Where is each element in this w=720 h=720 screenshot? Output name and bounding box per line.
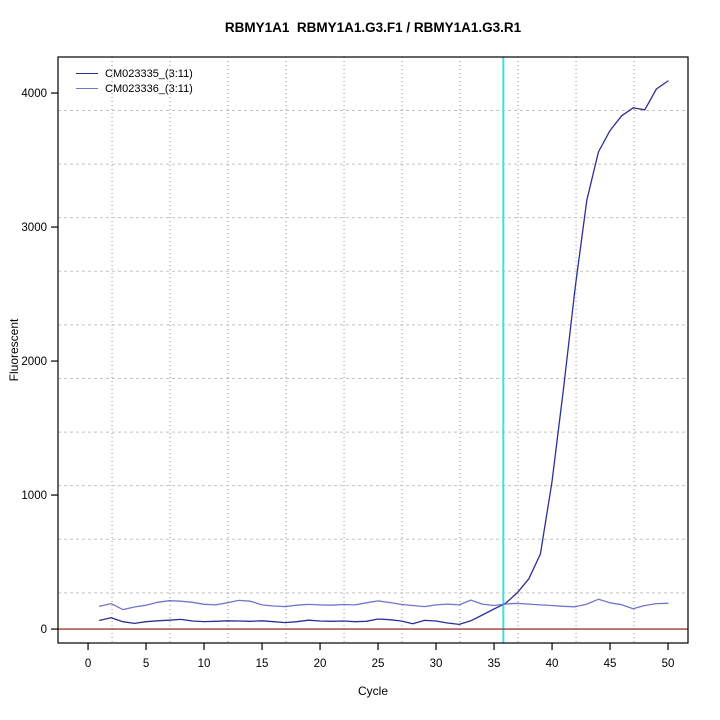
x-tick-label: 0 xyxy=(85,658,91,670)
x-axis-label: Cycle xyxy=(357,684,388,698)
y-tick-label: 2000 xyxy=(21,356,47,368)
y-tick-label: 1000 xyxy=(21,490,47,502)
x-tick-label: 50 xyxy=(662,658,675,670)
legend-label: CM023335_(3:11) xyxy=(105,67,193,80)
x-tick-label: 20 xyxy=(314,658,327,670)
legend-entry: CM023335_(3:11) xyxy=(76,66,193,81)
legend-line-swatch xyxy=(76,88,98,89)
legend-line-swatch xyxy=(76,73,98,74)
x-tick-label: 10 xyxy=(198,658,211,670)
x-tick-label: 45 xyxy=(604,658,617,670)
x-tick-label: 40 xyxy=(546,658,559,670)
x-tick-label: 15 xyxy=(256,658,269,670)
y-tick-label: 3000 xyxy=(21,222,47,234)
y-tick-label: 0 xyxy=(41,624,47,636)
series-line-CM023335_(3:11) xyxy=(98,80,669,626)
legend-label: CM023336_(3:11) xyxy=(105,82,193,95)
x-tick-label: 35 xyxy=(488,658,501,670)
x-tick-label: 25 xyxy=(372,658,385,670)
plot-border xyxy=(57,56,689,644)
x-tick-label: 5 xyxy=(143,658,149,670)
y-tick-label: 4000 xyxy=(21,88,47,100)
y-axis-label: Fluorescent xyxy=(7,318,21,382)
series-line-CM023336_(3:11) xyxy=(98,598,669,611)
legend-entry: CM023336_(3:11) xyxy=(76,81,193,96)
legend: CM023335_(3:11) CM023336_(3:11) xyxy=(76,66,193,96)
x-tick-label: 30 xyxy=(430,658,443,670)
chart-title: RBMY1A1 RBMY1A1.G3.F1 / RBMY1A1.G3.R1 xyxy=(224,20,522,35)
